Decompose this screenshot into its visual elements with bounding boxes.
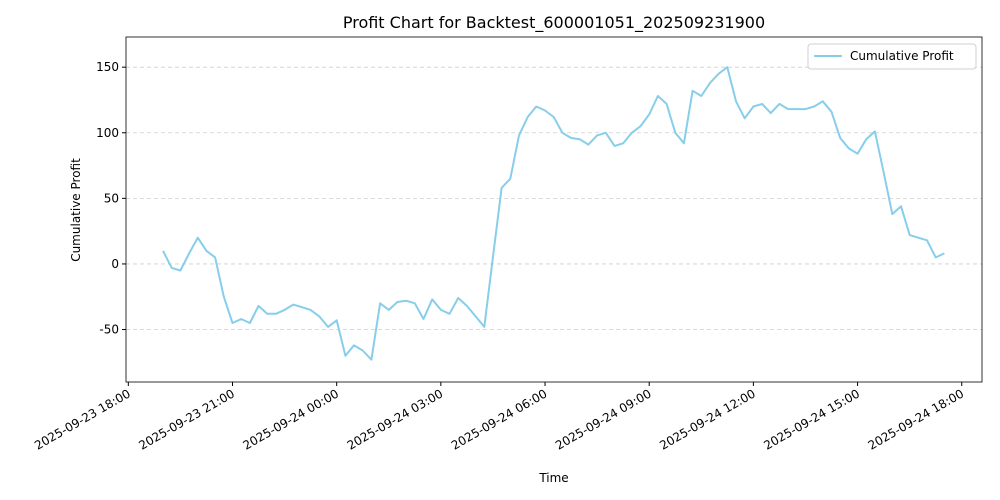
chart-title: Profit Chart for Backtest_600001051_2025… [343, 13, 765, 33]
x-axis-label: Time [538, 471, 568, 485]
y-tick-label: -50 [99, 323, 119, 337]
plot-frame [125, 36, 983, 383]
legend-label: Cumulative Profit [850, 49, 954, 63]
y-tick-label: 0 [111, 257, 119, 271]
y-tick-label: 100 [96, 126, 119, 140]
legend-box [807, 43, 977, 70]
y-tick-label: 50 [104, 191, 119, 205]
y-tick-label: 150 [96, 60, 119, 74]
y-axis-label: Cumulative Profit [69, 158, 83, 262]
data-line [162, 66, 945, 361]
